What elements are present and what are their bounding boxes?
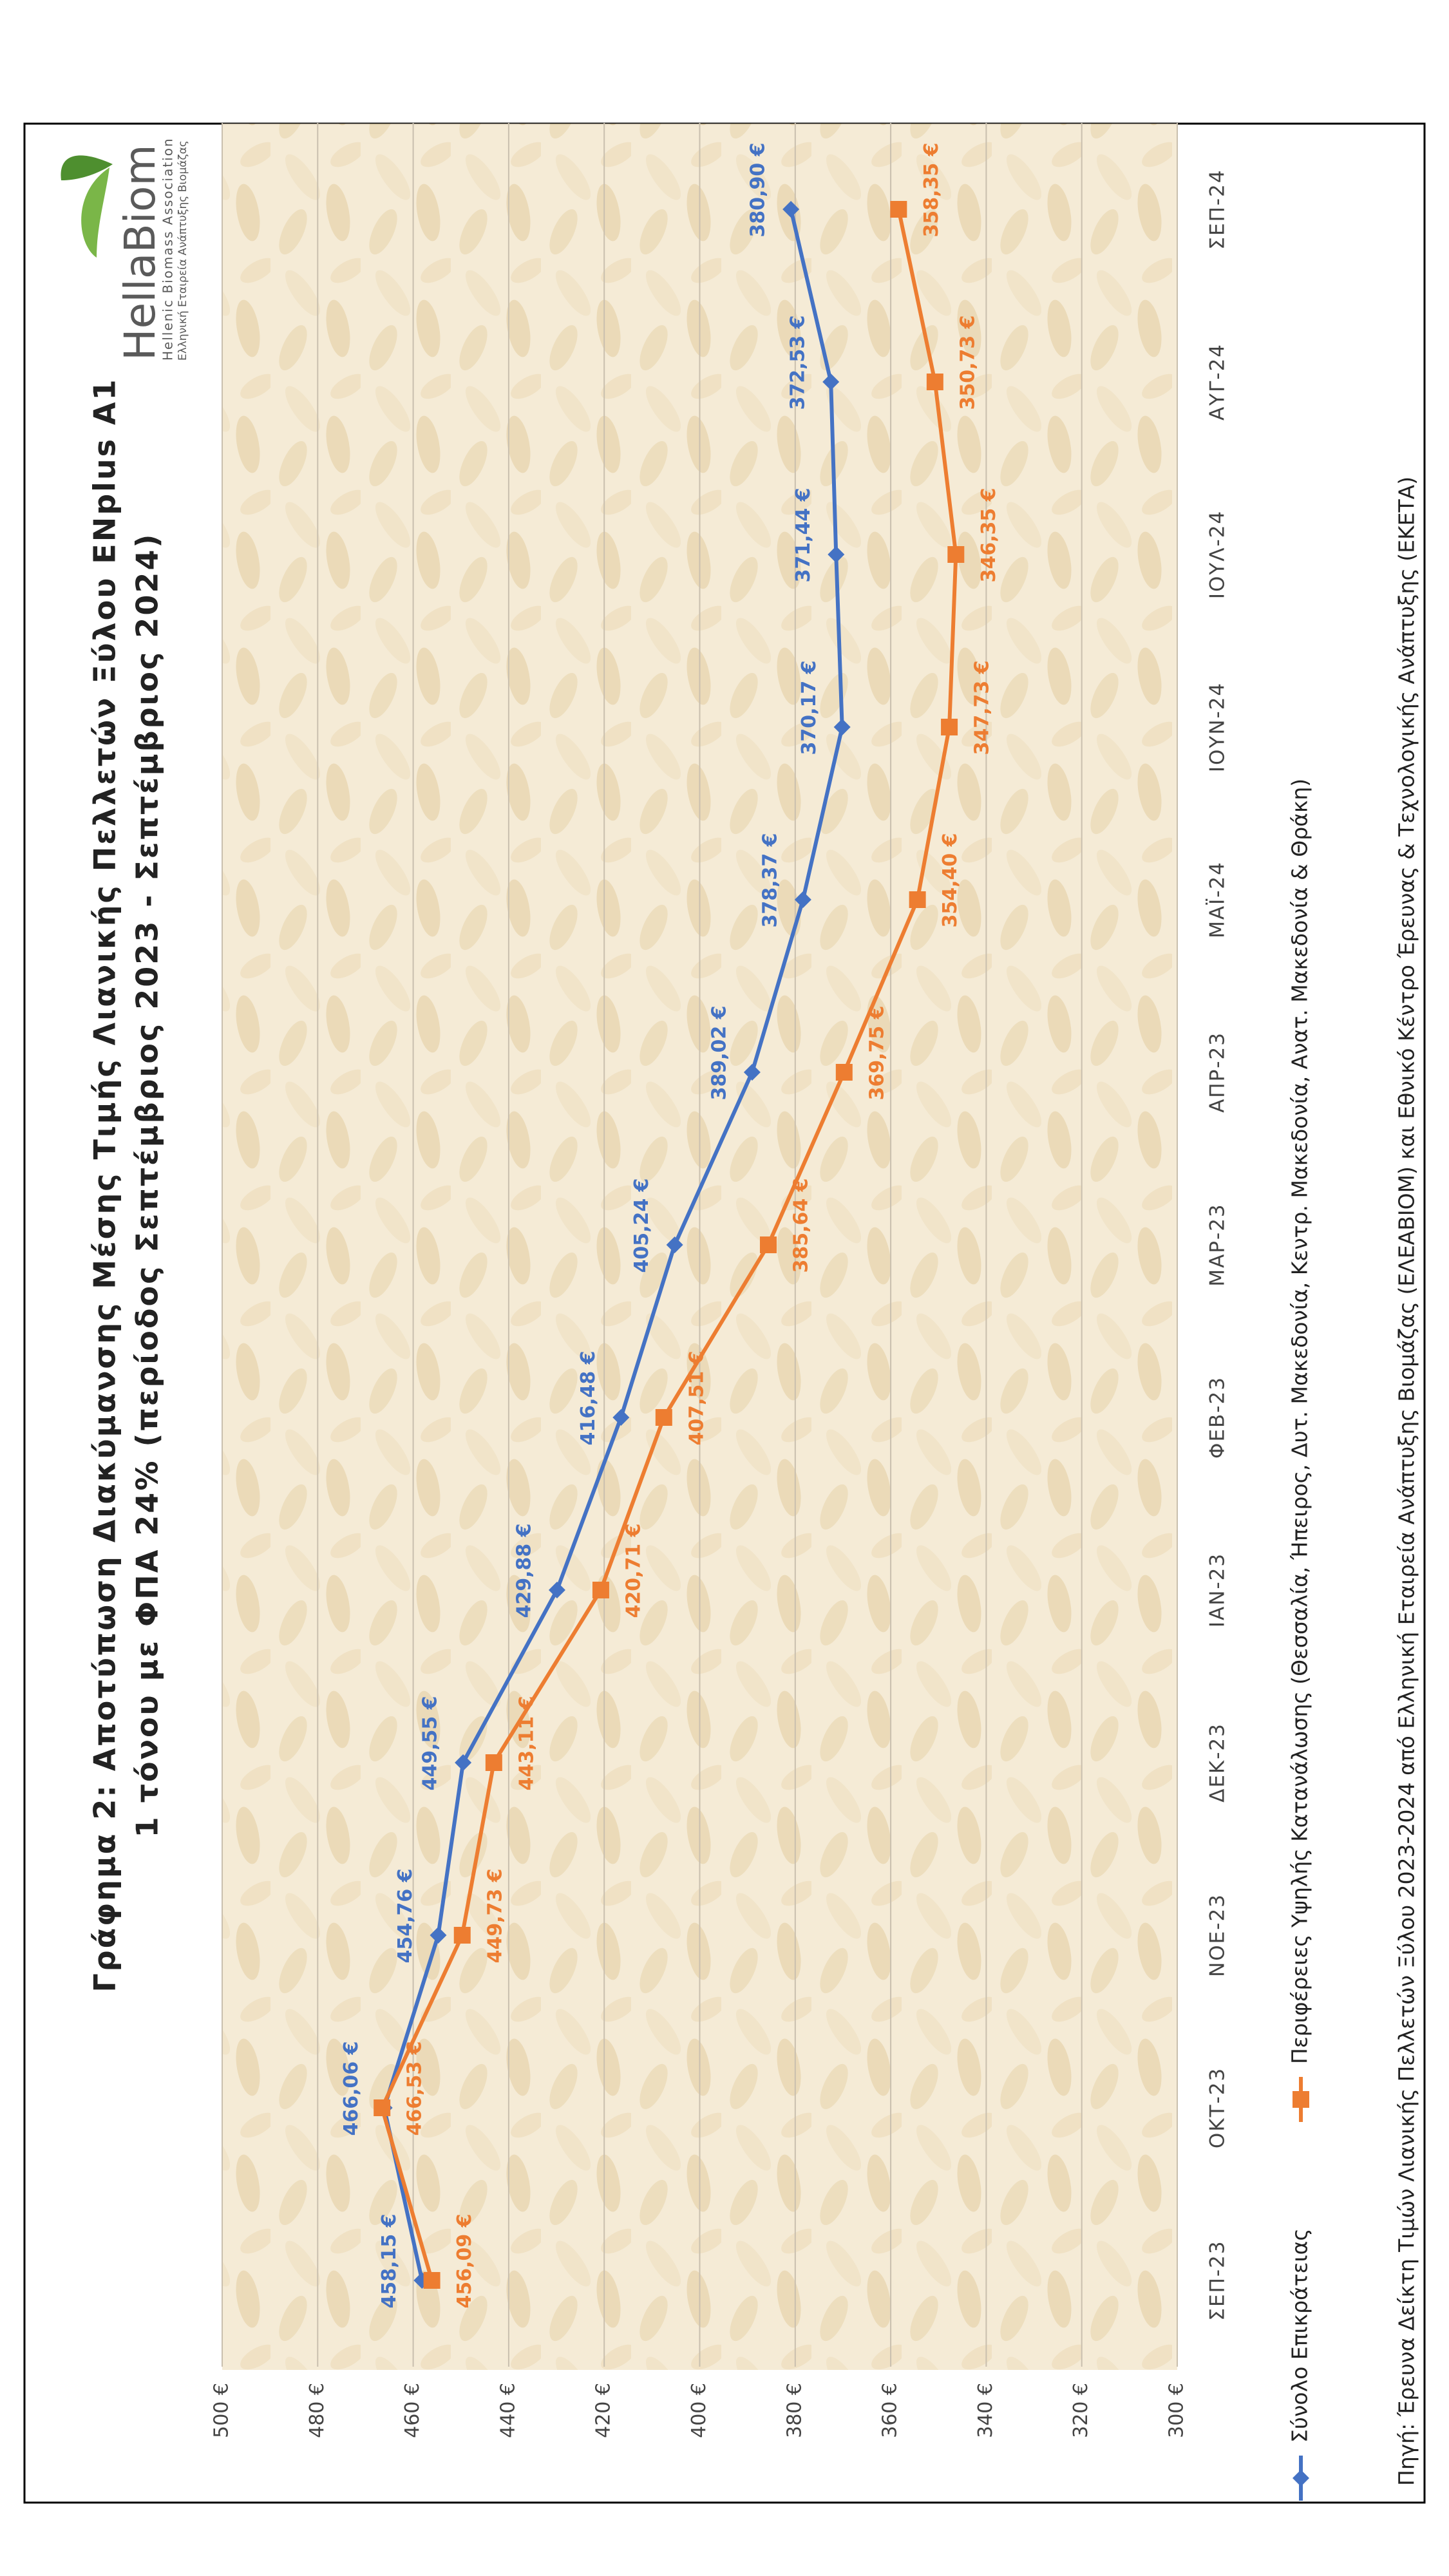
data-label: 354,40 € (939, 833, 961, 927)
y-tick-label: 320 € (1070, 2383, 1092, 2438)
x-tick-label: ΑΠΡ-23 (1206, 1032, 1229, 1113)
x-tick-label: ΔΕΚ-23 (1206, 1723, 1229, 1803)
y-tick-label: 340 € (974, 2383, 997, 2438)
marker (794, 891, 811, 908)
x-tick-label: ΦΕΒ-23 (1206, 1376, 1229, 1459)
data-label: 407,51 € (685, 1350, 708, 1445)
y-tick-label: 360 € (879, 2383, 902, 2438)
marker (413, 2272, 431, 2289)
x-tick-label: ΝΟΕ-23 (1206, 1893, 1229, 1977)
logo-leaf (61, 155, 113, 180)
chart-subtitle: 1 τόνου με ΦΠΑ 24% (περίοδος Σεπτέμβριος… (130, 533, 165, 1838)
marker (612, 1409, 630, 1426)
x-tick-label: ΜΑΡ-23 (1206, 1203, 1229, 1286)
chart-title: Γράφημα 2: Αποτύπωση Διακύμανσης Μέσης Τ… (88, 377, 122, 1992)
y-tick-label: 300 € (1166, 2383, 1188, 2438)
data-label: 449,73 € (484, 1868, 506, 1963)
data-label: 443,11 € (515, 1696, 538, 1790)
data-label: 458,15 € (378, 2213, 401, 2308)
marker (890, 201, 907, 218)
chart: Γράφημα 2: Αποτύπωση Διακύμανσης Μέσης Τ… (23, 122, 1426, 2504)
x-tick-label: ΟΚΤ-23 (1206, 2067, 1229, 2148)
data-label: 416,48 € (577, 1350, 600, 1445)
marker (1293, 2091, 1309, 2108)
marker (835, 1064, 853, 1081)
data-label: 369,75 € (866, 1005, 888, 1100)
logo-name: HellaBiom (115, 144, 165, 361)
marker (455, 1754, 472, 1771)
legend-label: Περιφέρειες Υψηλής Κατανάλωσης (Θεσσαλία… (1287, 779, 1312, 2064)
marker (759, 1236, 777, 1253)
marker (833, 719, 851, 735)
y-tick-label: 500 € (211, 2383, 233, 2438)
x-tick-label: ΣΕΠ-24 (1206, 169, 1229, 249)
logo-line: Hellenic Biomass Association (160, 137, 176, 361)
data-label: 358,35 € (920, 142, 943, 237)
marker (666, 1236, 683, 1253)
marker (926, 374, 943, 390)
y-tick-label: 400 € (688, 2383, 710, 2438)
data-label: 389,02 € (708, 1005, 730, 1100)
data-label: 454,76 € (394, 1868, 417, 1963)
data-label: 466,06 € (340, 2041, 363, 2136)
data-label: 372,53 € (787, 315, 810, 410)
x-tick-label: ΙΟΥΝ-24 (1206, 682, 1229, 772)
y-tick-label: 480 € (306, 2383, 328, 2438)
x-tick-label: ΙΑΝ-23 (1206, 1553, 1229, 1627)
marker (453, 1927, 471, 1944)
marker (909, 891, 926, 908)
data-label: 456,09 € (453, 2213, 476, 2308)
data-label: 378,37 € (759, 833, 781, 927)
data-label: 420,71 € (622, 1523, 645, 1618)
data-label: 405,24 € (630, 1178, 653, 1273)
data-label: 385,64 € (790, 1178, 812, 1273)
y-tick-label: 420 € (592, 2383, 615, 2438)
marker (592, 1582, 609, 1598)
data-label: 370,17 € (798, 660, 820, 755)
data-label: 429,88 € (513, 1523, 535, 1618)
x-tick-label: ΣΕΠ-23 (1206, 2240, 1229, 2320)
marker (485, 1754, 502, 1771)
source-note: Πηγή: Έρευνα Δείκτη Τιμών Λιανικής Πελλε… (1394, 477, 1419, 2486)
legend-label: Σύνολο Επικράτειας (1287, 2228, 1312, 2443)
marker (1293, 2470, 1309, 2486)
y-tick-label: 460 € (401, 2383, 424, 2438)
data-label: 350,73 € (956, 315, 979, 410)
marker (743, 1064, 761, 1081)
data-label: 449,55 € (419, 1696, 442, 1790)
x-tick-label: ΙΟΥΛ-24 (1206, 510, 1229, 599)
marker (822, 374, 840, 390)
marker (430, 1927, 447, 1944)
marker (423, 2272, 440, 2289)
marker (828, 546, 845, 563)
logo-leaf (81, 167, 109, 258)
data-label: 371,44 € (792, 488, 815, 582)
data-label: 380,90 € (747, 142, 770, 237)
marker (947, 546, 965, 563)
logo-line: Ελληνική Εταιρεία Ανάπτυξης Βιομάζας (176, 140, 189, 361)
y-tick-label: 380 € (783, 2383, 806, 2438)
data-label: 346,35 € (978, 488, 1000, 582)
logo: HellaBiom Hellenic Biomass Association Ε… (61, 137, 189, 361)
marker (941, 719, 958, 735)
x-tick-label: ΜΑΪ-24 (1206, 861, 1229, 938)
marker (548, 1582, 565, 1598)
marker (782, 201, 800, 218)
x-tick-label: ΑΥΓ-24 (1206, 343, 1229, 421)
marker (655, 1409, 672, 1426)
data-label: 347,73 € (971, 660, 994, 755)
marker (374, 2099, 391, 2116)
y-tick-label: 440 € (497, 2383, 519, 2438)
data-label: 466,53 € (404, 2041, 426, 2136)
